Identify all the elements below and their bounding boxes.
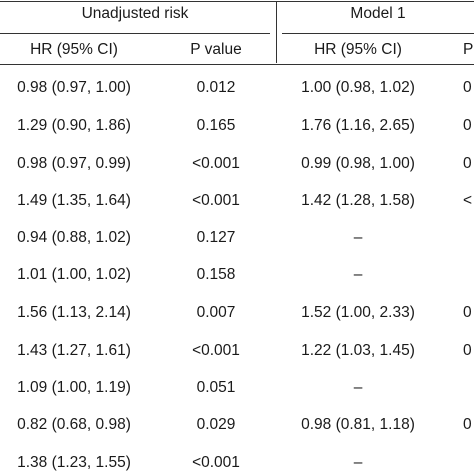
group-header-model-1: Model 1 xyxy=(350,5,406,22)
cell-p-unadjusted: <0.001 xyxy=(192,155,240,172)
cell-hr-unadjusted: 1.56 (1.13, 2.14) xyxy=(17,304,131,321)
column-header-p-model-1: P value xyxy=(463,41,474,58)
cell-p-model-1: 0 xyxy=(463,416,472,433)
cell-hr-model-1: – xyxy=(353,379,363,396)
column-header-hr-unadjusted: HR (95% CI) xyxy=(30,41,118,58)
header-rule xyxy=(0,64,474,65)
cell-p-model-1: 0 xyxy=(463,117,472,134)
cell-p-unadjusted: 0.127 xyxy=(196,229,236,246)
cell-p-unadjusted: 0.165 xyxy=(196,117,236,134)
cell-hr-unadjusted: 1.09 (1.00, 1.19) xyxy=(17,379,131,396)
group-rule-unadjusted xyxy=(0,33,270,34)
cell-p-unadjusted: 0.051 xyxy=(196,379,236,396)
cell-p-model-1: 0 xyxy=(463,155,472,172)
cell-p-unadjusted: 0.007 xyxy=(196,304,236,321)
cell-hr-model-1: 0.98 (0.81, 1.18) xyxy=(301,416,415,433)
cell-hr-model-1: 1.42 (1.28, 1.58) xyxy=(301,192,415,209)
column-header-hr-model-1: HR (95% CI) xyxy=(314,41,402,58)
group-rule-model-1 xyxy=(282,33,474,34)
cell-hr-model-1: – xyxy=(353,454,363,471)
cell-hr-unadjusted: 1.38 (1.23, 1.55) xyxy=(17,454,131,471)
cell-hr-unadjusted: 1.29 (0.90, 1.86) xyxy=(17,117,131,134)
cell-hr-unadjusted: 0.98 (0.97, 1.00) xyxy=(17,79,131,96)
cell-hr-model-1: 1.52 (1.00, 2.33) xyxy=(301,304,415,321)
cell-p-model-1: 0 xyxy=(463,304,472,321)
cell-hr-unadjusted: 0.82 (0.68, 0.98) xyxy=(17,416,131,433)
cell-hr-unadjusted: 1.01 (1.00, 1.02) xyxy=(17,266,131,283)
cell-hr-unadjusted: 0.94 (0.88, 1.02) xyxy=(17,229,131,246)
cell-hr-model-1: – xyxy=(353,266,363,283)
column-header-p-unadjusted: P value xyxy=(190,41,242,58)
cell-p-unadjusted: <0.001 xyxy=(192,454,240,471)
cell-p-model-1: < xyxy=(463,192,473,209)
cell-p-unadjusted: 0.029 xyxy=(196,416,236,433)
group-header-unadjusted: Unadjusted risk xyxy=(81,5,189,22)
cell-p-unadjusted: 0.158 xyxy=(196,266,236,283)
cell-hr-unadjusted: 1.43 (1.27, 1.61) xyxy=(17,342,131,359)
cell-p-model-1: 0 xyxy=(463,342,472,359)
cell-hr-model-1: 1.22 (1.03, 1.45) xyxy=(301,342,415,359)
cell-p-unadjusted: <0.001 xyxy=(192,192,240,209)
cell-p-unadjusted: <0.001 xyxy=(192,342,240,359)
group-separator xyxy=(276,1,277,63)
cell-hr-model-1: 1.00 (0.98, 1.02) xyxy=(301,79,415,96)
cell-hr-model-1: 1.76 (1.16, 2.65) xyxy=(301,117,415,134)
cell-p-unadjusted: 0.012 xyxy=(196,79,236,96)
cell-hr-unadjusted: 1.49 (1.35, 1.64) xyxy=(17,192,131,209)
cell-hr-model-1: – xyxy=(353,229,363,246)
cell-p-model-1: 0 xyxy=(463,79,472,96)
cell-hr-model-1: 0.99 (0.98, 1.00) xyxy=(301,155,415,172)
top-rule xyxy=(0,1,474,2)
cell-hr-unadjusted: 0.98 (0.97, 0.99) xyxy=(17,155,131,172)
